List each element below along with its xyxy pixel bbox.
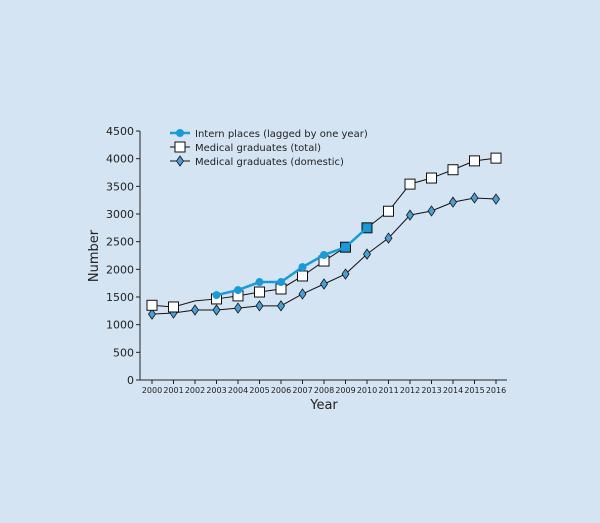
y-tick-label: 500 [113,346,134,359]
x-tick-label: 2000 [142,386,162,395]
legend: Intern places (lagged by one year) Medica… [170,129,368,168]
data-point [447,164,459,176]
data-point [255,278,264,287]
x-tick-label: 2010 [357,386,377,395]
y-tick-label: 2000 [106,263,134,276]
legend-item: Medical graduates (domestic) [170,155,344,168]
legend-marker [174,141,186,153]
data-point [298,263,307,272]
data-point [426,172,437,184]
data-point [212,291,221,300]
data-point [341,243,350,252]
data-point [168,301,179,313]
data-point [146,299,158,311]
data-point [384,232,393,244]
x-axis-label: Year [309,398,338,413]
data-point [492,193,500,205]
y-tick-label: 2500 [106,236,134,249]
legend-label: Medical graduates (total) [195,143,321,154]
y-axis-label: Number [87,229,102,282]
y-tick-label: 4000 [106,153,134,166]
x-tick-label: 2003 [206,386,226,395]
series-0 [212,223,371,300]
data-point [449,196,457,208]
legend-marker [176,155,184,167]
x-tick-label: 2004 [228,386,248,395]
data-point [490,152,502,164]
data-point [298,288,307,300]
y-tick-label: 4500 [106,125,134,138]
x-tick-label: 2009 [335,386,355,395]
series-line [216,226,368,297]
data-point [148,308,156,320]
data-point [320,250,328,259]
data-point [363,248,371,260]
data-point [234,302,242,314]
y-tick-label: 3500 [106,180,134,193]
x-tick-label: 2016 [486,386,506,395]
legend-item: Medical graduates (total) [170,141,321,154]
data-point [212,304,221,316]
x-tick-label: 2006 [271,386,291,395]
x-tick-label: 2005 [249,386,269,395]
legend-label: Intern places (lagged by one year) [195,129,368,140]
data-point [363,223,371,232]
data-point [469,155,480,167]
x-tick-label: 2001 [163,386,183,395]
data-point [427,205,436,217]
x-tick-label: 2011 [378,386,398,395]
data-point [383,205,394,217]
x-tick-label: 2007 [292,386,312,395]
y-tick-label: 1500 [106,291,134,304]
legend-label: Medical graduates (domestic) [195,157,344,168]
x-tick-label: 2008 [314,386,334,395]
data-point [406,209,414,221]
y-tick-label: 0 [127,374,134,387]
x-tick-label: 2012 [400,386,420,395]
legend-marker [176,129,184,137]
x-tick-label: 2014 [443,386,463,395]
data-point [277,278,285,287]
x-tick-label: 2013 [421,386,441,395]
series-2 [148,192,500,320]
data-point [255,300,264,312]
series-1 [146,152,502,313]
y-tick-label: 1000 [106,319,134,332]
data-point [277,300,285,312]
data-point [234,286,242,295]
data-point [297,270,308,282]
data-point [470,192,479,204]
data-point [404,178,416,190]
data-point [341,268,350,280]
y-tick-label: 3000 [106,208,134,221]
data-point [320,278,328,290]
data-point [191,304,199,316]
legend-item: Intern places (lagged by one year) [170,129,368,140]
data-point [254,286,265,298]
x-tick-label: 2002 [185,386,205,395]
x-tick-label: 2015 [464,386,484,395]
